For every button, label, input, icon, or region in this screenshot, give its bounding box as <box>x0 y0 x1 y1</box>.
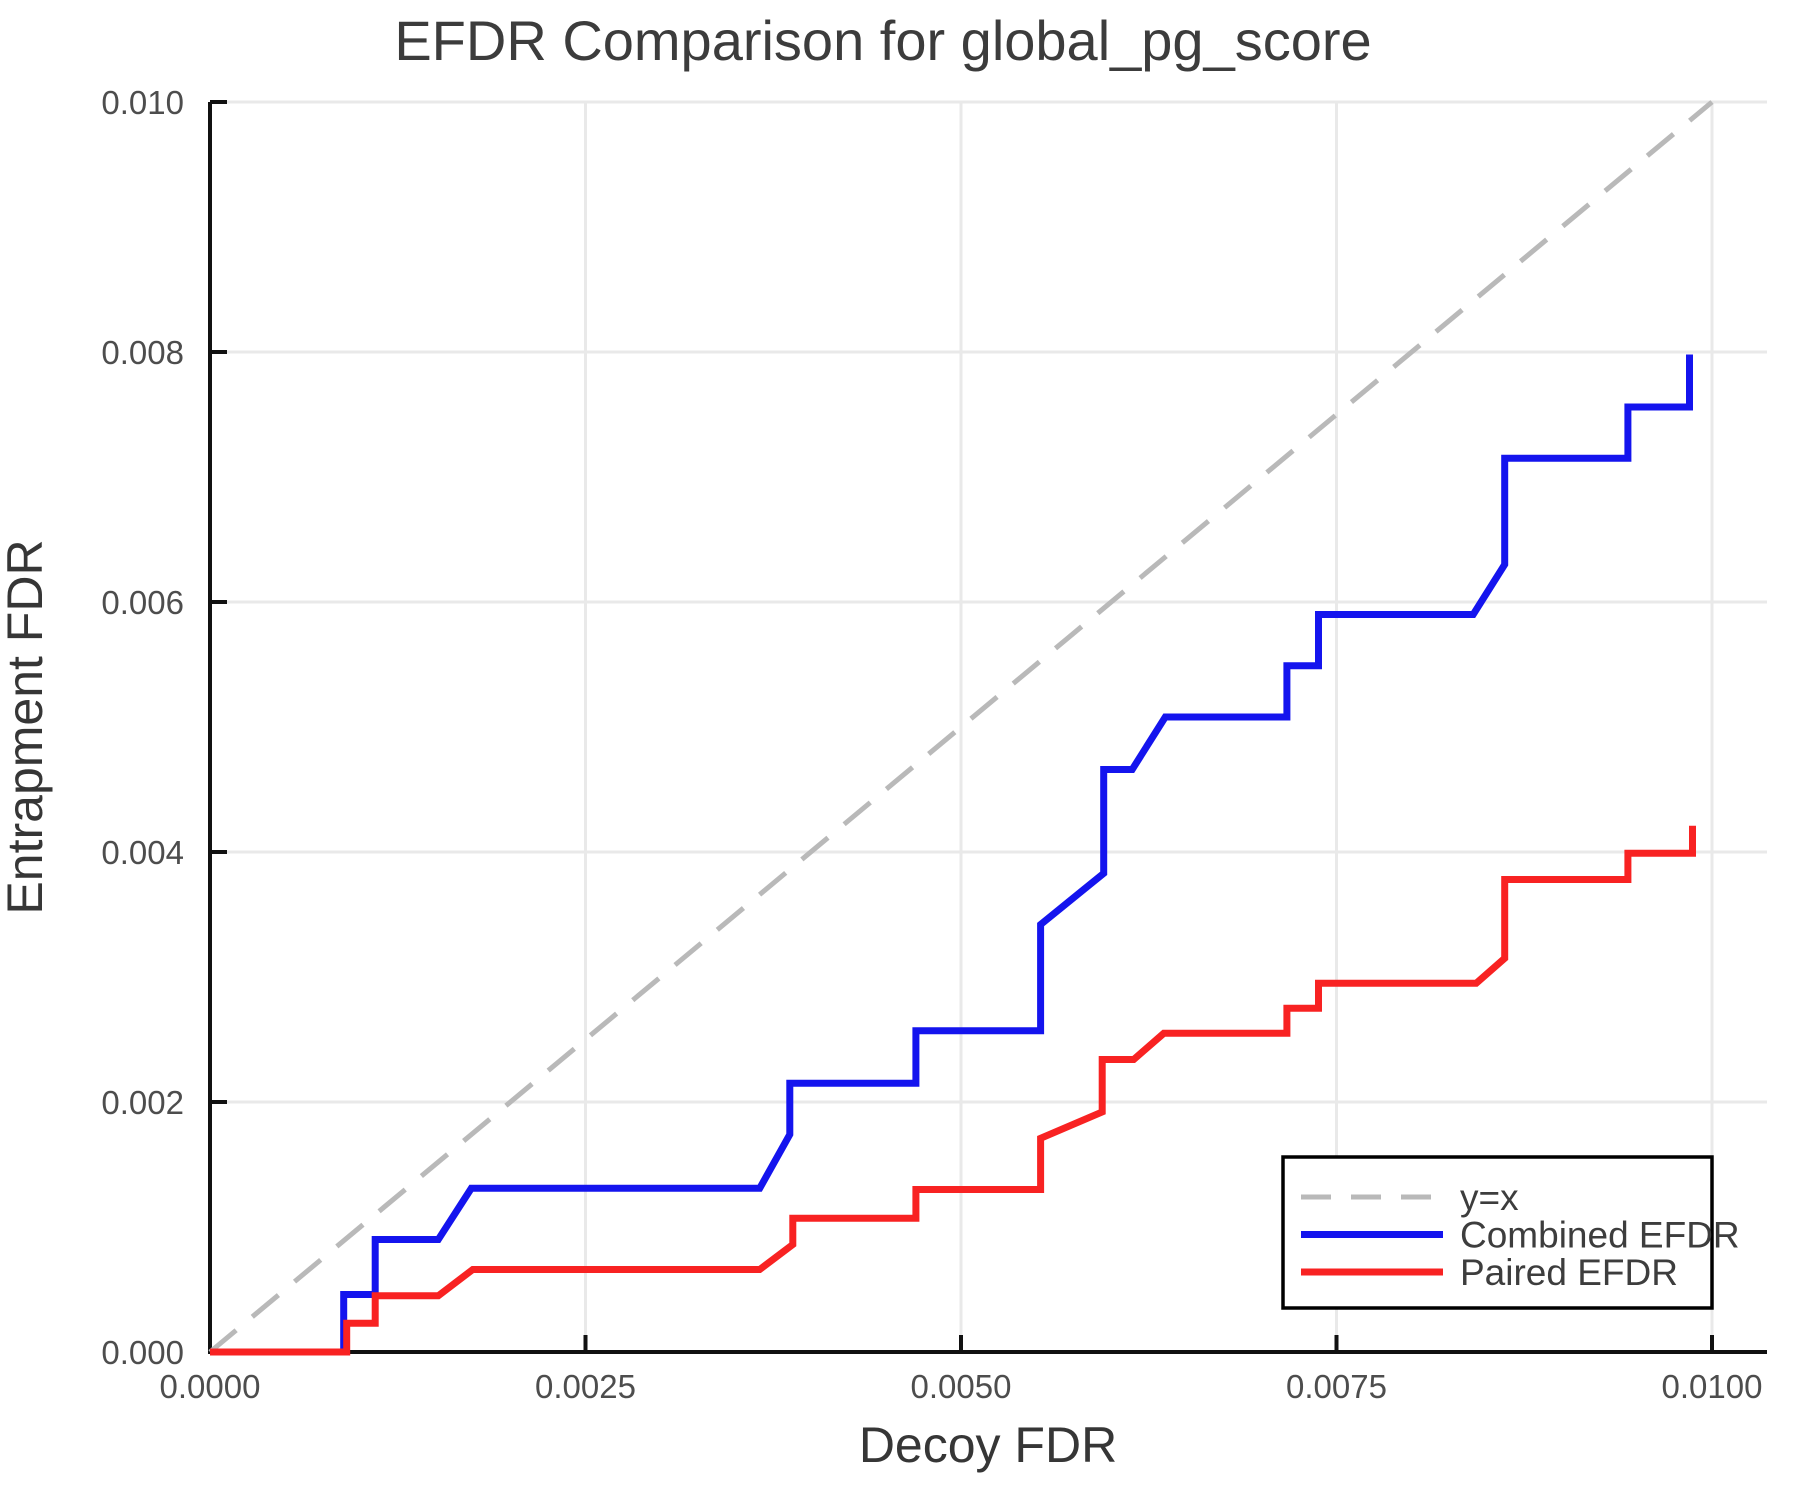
x-tick-label: 0.0100 <box>1662 1368 1763 1405</box>
legend-label: y=x <box>1460 1177 1519 1218</box>
x-tick-label: 0.0025 <box>535 1368 636 1405</box>
identity-reference-line <box>208 100 1714 1354</box>
legend-label: Combined EFDR <box>1460 1215 1740 1256</box>
paired-efdr-line <box>210 825 1696 1356</box>
axes: 0.000 0.002 0.004 0.006 0.008 0.010 0.0000 0.00… <box>101 84 1767 1405</box>
x-tick-label: 0.0000 <box>160 1368 261 1405</box>
series-lines <box>208 100 1714 1356</box>
y-tick-label: 0.002 <box>101 1084 184 1121</box>
y-tick-label: 0.006 <box>101 584 184 621</box>
y-tick-label: 0.000 <box>101 1334 184 1371</box>
legend-label: Paired EFDR <box>1460 1252 1678 1293</box>
x-axis-label: Decoy FDR <box>859 1417 1117 1473</box>
chart-title: EFDR Comparison for global_pg_score <box>394 9 1371 72</box>
y-axis-label: Entrapment FDR <box>0 539 53 914</box>
y-tick-label: 0.004 <box>101 834 184 871</box>
y-tick-label: 0.008 <box>101 334 184 371</box>
x-tick-label: 0.0075 <box>1286 1368 1387 1405</box>
combined-efdr-line <box>210 354 1693 1356</box>
x-tick-label: 0.0050 <box>911 1368 1012 1405</box>
y-tick-label: 0.010 <box>101 84 184 121</box>
gridlines <box>210 100 1767 1352</box>
